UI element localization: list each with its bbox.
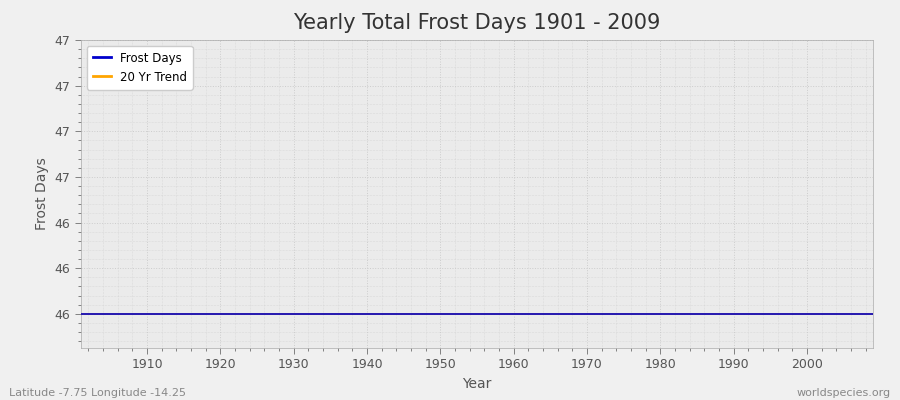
X-axis label: Year: Year — [463, 377, 491, 391]
Text: Latitude -7.75 Longitude -14.25: Latitude -7.75 Longitude -14.25 — [9, 388, 186, 398]
Y-axis label: Frost Days: Frost Days — [35, 158, 50, 230]
Title: Yearly Total Frost Days 1901 - 2009: Yearly Total Frost Days 1901 - 2009 — [293, 13, 661, 33]
Legend: Frost Days, 20 Yr Trend: Frost Days, 20 Yr Trend — [87, 46, 193, 90]
Text: worldspecies.org: worldspecies.org — [796, 388, 891, 398]
